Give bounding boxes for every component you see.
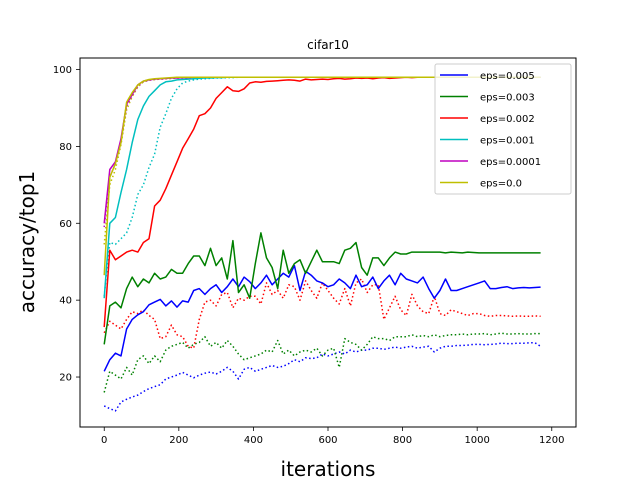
y-tick-label: 40 bbox=[59, 296, 72, 307]
y-axis-label: accuracy/top1 bbox=[15, 171, 39, 313]
x-tick-label: 200 bbox=[169, 435, 188, 446]
legend-label: eps=0.0001 bbox=[480, 157, 541, 168]
legend-label: eps=0.003 bbox=[480, 93, 535, 104]
x-tick-label: 800 bbox=[393, 435, 412, 446]
legend-label: eps=0.0 bbox=[480, 179, 522, 190]
legend-box bbox=[435, 64, 571, 194]
x-tick-label: 1000 bbox=[464, 435, 489, 446]
chart-title: cifar10 bbox=[307, 38, 349, 52]
x-tick-label: 1200 bbox=[539, 435, 564, 446]
x-tick-label: 600 bbox=[318, 435, 337, 446]
y-tick-label: 100 bbox=[53, 65, 72, 76]
x-axis-label: iterations bbox=[281, 457, 376, 480]
x-tick-label: 0 bbox=[101, 435, 107, 446]
y-tick-label: 60 bbox=[59, 219, 72, 230]
y-tick-label: 20 bbox=[59, 373, 72, 384]
legend: eps=0.005 eps=0.003 eps=0.002 eps=0.001 eps=… bbox=[435, 64, 571, 194]
legend-label: eps=0.002 bbox=[480, 114, 535, 125]
x-tick-label: 400 bbox=[244, 435, 263, 446]
legend-label: eps=0.001 bbox=[480, 136, 535, 147]
legend-label: eps=0.005 bbox=[480, 71, 535, 82]
y-tick-label: 80 bbox=[59, 142, 72, 153]
